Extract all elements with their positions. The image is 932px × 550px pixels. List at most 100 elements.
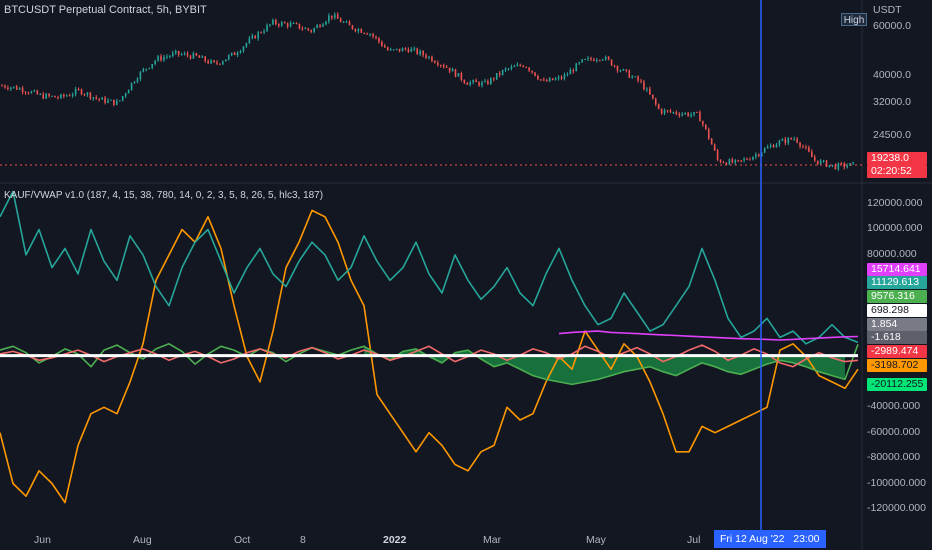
indicator-value-tag: 15714.641 xyxy=(867,263,927,276)
candle-body xyxy=(263,31,265,33)
candle-body xyxy=(30,91,33,94)
candle-body xyxy=(166,56,168,58)
candle-body xyxy=(510,66,513,69)
candle-body xyxy=(501,70,504,75)
candle-body xyxy=(307,28,310,31)
candle-body xyxy=(722,162,725,164)
candle-body xyxy=(174,50,177,53)
candle-body xyxy=(225,59,227,62)
candle-body xyxy=(136,78,139,83)
candle-body xyxy=(702,121,704,125)
candle-body xyxy=(251,35,254,39)
candle-body xyxy=(492,78,495,80)
candle-body xyxy=(563,74,566,79)
candle-body xyxy=(366,33,368,35)
candle-body xyxy=(831,164,834,166)
candle-body xyxy=(257,32,259,39)
candle-body xyxy=(584,59,586,61)
candle-body xyxy=(145,68,148,70)
candle-body xyxy=(298,23,301,29)
candle-body xyxy=(216,62,218,64)
candle-body xyxy=(68,95,71,97)
high-badge[interactable]: High xyxy=(841,13,867,26)
candle-body xyxy=(666,110,669,112)
candle-body xyxy=(495,73,498,80)
candle-body xyxy=(472,80,474,83)
indicator-tick-label: -80000.000 xyxy=(867,451,921,464)
candle-body xyxy=(378,37,380,42)
candle-body xyxy=(796,138,798,143)
candle-body xyxy=(516,64,519,67)
candle-body xyxy=(269,24,271,26)
candle-body xyxy=(177,50,180,55)
candle-body xyxy=(740,160,742,162)
candle-body xyxy=(454,69,457,77)
indicator-value-tag: -2989.474 xyxy=(867,345,927,358)
candle-body xyxy=(625,69,628,71)
candle-body xyxy=(852,162,854,164)
candle-body xyxy=(39,93,42,95)
chart-title: BTCUSDT Perpetual Contract, 5h, BYBIT xyxy=(4,4,207,16)
candle-body xyxy=(719,159,722,163)
candle-body xyxy=(142,69,145,72)
candle-body xyxy=(725,162,728,165)
candle-body xyxy=(12,86,15,88)
candle-body xyxy=(195,53,198,56)
price-tick-label: 32000.0 xyxy=(873,96,911,109)
candle-body xyxy=(384,45,386,48)
candle-body xyxy=(331,15,333,18)
candle-body xyxy=(357,29,360,32)
indicator-tick-label: 120000.000 xyxy=(867,197,923,210)
candle-body xyxy=(601,59,604,61)
candle-body xyxy=(404,48,407,50)
candle-body xyxy=(613,65,616,67)
candle-body xyxy=(478,82,480,86)
candle-body xyxy=(127,89,130,94)
candle-body xyxy=(272,19,274,25)
candle-body xyxy=(649,88,651,95)
candle-body xyxy=(578,62,580,64)
candle-body xyxy=(690,114,692,117)
crosshair-time: 23:00 xyxy=(793,533,820,545)
candle-body xyxy=(678,114,681,116)
candle-body xyxy=(139,71,142,79)
candle-body xyxy=(519,64,522,66)
candle-body xyxy=(828,165,831,167)
price-tick-label: 60000.0 xyxy=(873,19,911,32)
candle-body xyxy=(743,158,745,161)
candle-body xyxy=(687,112,689,117)
series-line-teal xyxy=(0,190,859,345)
candle-body xyxy=(437,62,439,66)
candle-body xyxy=(699,112,701,122)
series-line-orange xyxy=(0,209,859,504)
candle-body xyxy=(310,30,313,32)
candle-body xyxy=(180,54,183,56)
candle-body xyxy=(104,97,106,103)
candle-body xyxy=(654,98,657,105)
candle-body xyxy=(316,25,318,29)
candle-body xyxy=(151,64,153,68)
candle-body xyxy=(784,139,787,144)
candle-body xyxy=(342,21,345,23)
candle-body xyxy=(631,76,633,78)
candle-body xyxy=(769,145,772,147)
candle-body xyxy=(660,108,663,114)
candle-body xyxy=(230,52,233,56)
candle-body xyxy=(389,49,392,51)
indicator-tick-label: -60000.000 xyxy=(867,425,921,438)
candle-body xyxy=(557,76,560,79)
candle-body xyxy=(15,86,18,90)
candle-body xyxy=(431,56,433,62)
candle-body xyxy=(428,56,430,58)
candle-body xyxy=(693,112,695,115)
candle-body xyxy=(840,163,843,165)
candle-body xyxy=(581,59,583,63)
time-axis-label: May xyxy=(586,534,606,546)
candle-body xyxy=(808,147,810,152)
candle-body xyxy=(419,51,421,55)
candle-body xyxy=(728,159,731,165)
candle-body xyxy=(292,22,295,24)
candle-body xyxy=(434,61,436,63)
currency-label: USDT xyxy=(873,4,902,16)
